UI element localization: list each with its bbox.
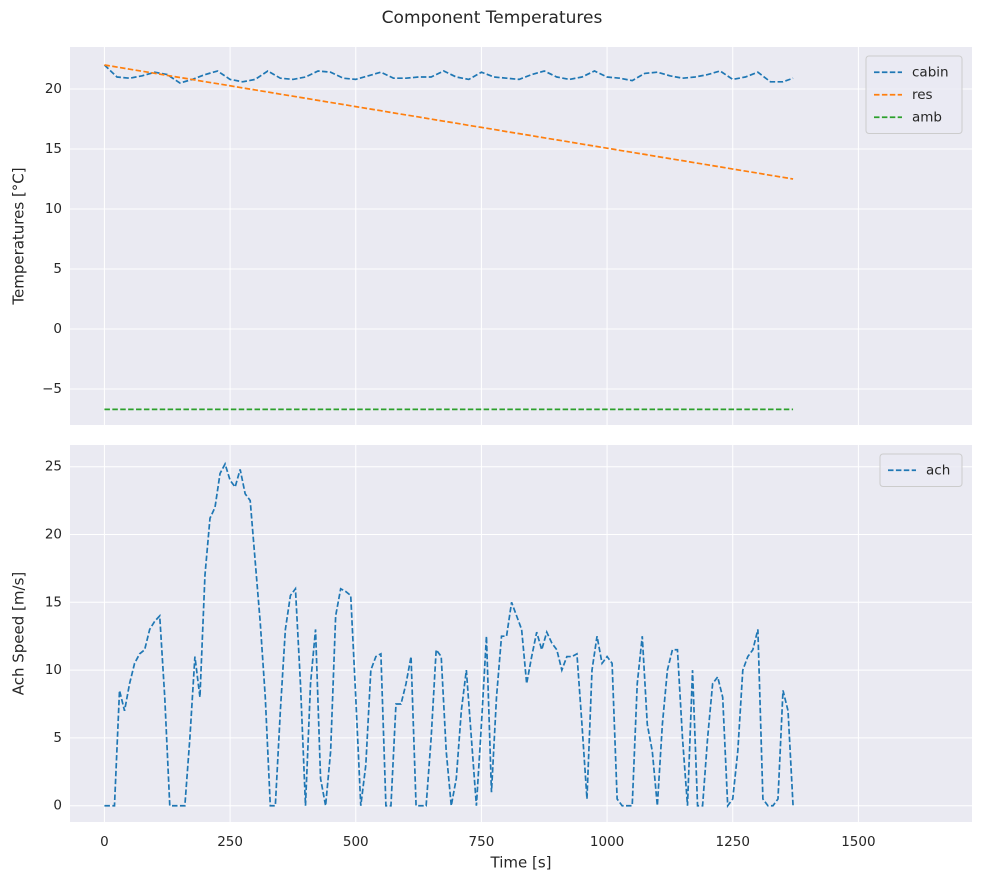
y-tick-label: 0 [53,798,62,814]
y-tick-label: 15 [45,141,62,157]
x-tick-label: 0 [100,834,109,850]
y-tick-label: 0 [53,321,62,337]
x-tick-label: 1500 [841,834,875,850]
legend-label: cabin [912,64,949,80]
data-line [104,64,794,180]
x-tick-label: 250 [217,834,243,850]
y-tick-label: 25 [45,459,62,475]
plot-area [70,445,972,822]
data-line [104,461,794,809]
y-tick-label: 5 [53,730,62,746]
y-tick-label: 20 [45,81,62,97]
legend-label: ach [926,462,950,478]
y-axis-label: Temperatures [°C] [10,167,28,305]
y-tick-label: 20 [45,527,62,543]
legend-box [865,55,963,134]
y-tick-label: −5 [42,381,62,397]
x-tick-label: 1250 [716,834,750,850]
x-axis-label: Time [s] [490,854,552,872]
y-tick-label: 10 [45,201,62,217]
x-tick-label: 500 [343,834,369,850]
plot-area [70,47,972,425]
legend-label: res [912,87,933,103]
y-axis-label: Ach Speed [m/s] [10,572,28,696]
y-tick-label: 10 [45,662,62,678]
y-tick-label: 15 [45,594,62,610]
x-tick-label: 1000 [590,834,624,850]
x-tick-label: 750 [469,834,495,850]
legend-box [879,453,963,487]
legend-label: amb [912,109,942,125]
chart-title: Component Temperatures [382,8,603,28]
y-tick-label: 5 [53,261,62,277]
